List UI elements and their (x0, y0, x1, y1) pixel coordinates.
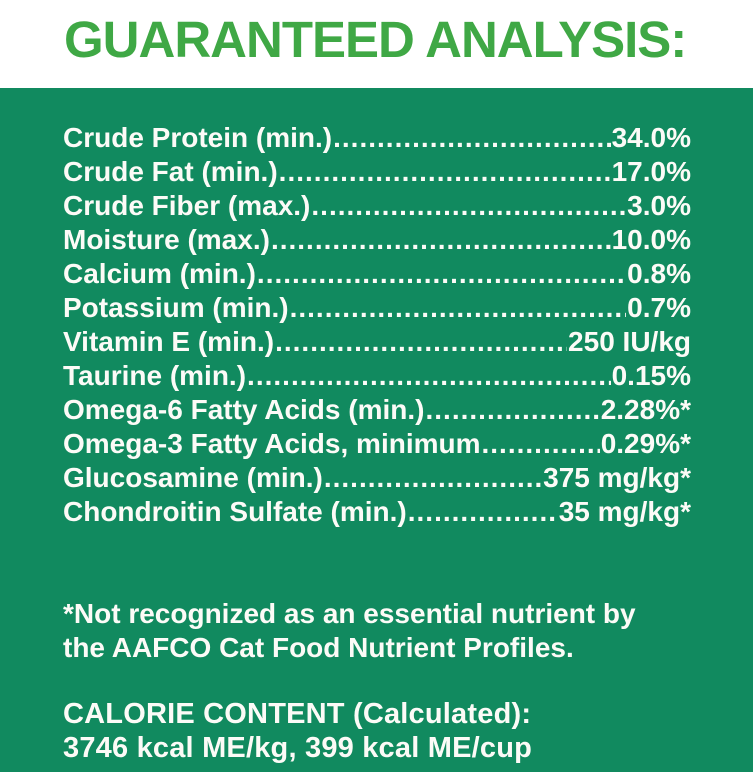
dot-leader: ........................................… (333, 122, 610, 153)
nutrient-value: 2.28%* (600, 394, 691, 425)
nutrient-value: 0.15% (611, 360, 691, 391)
analysis-row: Moisture (max.).........................… (63, 223, 691, 257)
analysis-row: Vitamin E (min.)........................… (63, 325, 691, 359)
nutrient-label: Vitamin E (min.) (63, 326, 275, 357)
nutrient-label: Crude Fat (min.) (63, 156, 278, 187)
calorie-content: CALORIE CONTENT (Calculated): 3746 kcal … (63, 697, 691, 765)
footnote-line: *Not recognized as an essential nutrient… (63, 598, 636, 629)
analysis-row: Crude Fat (min.)........................… (63, 155, 691, 189)
analysis-row: Omega-6 Fatty Acids (min.)..............… (63, 393, 691, 427)
dot-leader: ........................................… (256, 258, 626, 289)
nutrient-label: Moisture (max.) (63, 224, 270, 255)
nutrient-label: Crude Protein (min.) (63, 122, 333, 153)
nutrient-value: 34.0% (611, 122, 691, 153)
analysis-row: Crude Protein (min.)....................… (63, 121, 691, 155)
nutrient-label: Crude Fiber (max.) (63, 190, 311, 221)
nutrient-label: Chondroitin Sulfate (min.) (63, 496, 407, 527)
dot-leader: ........................................… (311, 190, 626, 221)
calorie-values: 3746 kcal ME/kg, 399 kcal ME/cup (63, 732, 533, 764)
nutrient-label: Omega-6 Fatty Acids (min.) (63, 394, 425, 425)
page-title: GUARANTEED ANALYSIS: (64, 10, 687, 68)
nutrient-value: 0.7% (627, 292, 691, 323)
nutrient-label: Glucosamine (min.) (63, 462, 323, 493)
nutrient-label: Potassium (min.) (63, 292, 289, 323)
analysis-row: Glucosamine (min.)......................… (63, 461, 691, 495)
aafco-footnote: *Not recognized as an essential nutrient… (63, 597, 691, 665)
dot-leader: ........................................… (275, 326, 567, 357)
nutrient-value: 3.0% (627, 190, 691, 221)
dot-leader: ........................................… (289, 292, 627, 323)
nutrient-value: 0.8% (627, 258, 691, 289)
dot-leader: ........................................… (247, 360, 611, 391)
dot-leader: ........................................… (425, 394, 600, 425)
analysis-row: Taurine (min.)..........................… (63, 359, 691, 393)
calorie-heading: CALORIE CONTENT (Calculated): (63, 698, 532, 730)
nutrient-value: 375 mg/kg* (543, 462, 691, 493)
label-header: GUARANTEED ANALYSIS: (0, 0, 753, 88)
nutrient-value: 35 mg/kg* (558, 496, 691, 527)
nutrient-value: 10.0% (611, 224, 691, 255)
analysis-row: Calcium (min.)..........................… (63, 257, 691, 291)
analysis-row: Chondroitin Sulfate (min.)..............… (63, 495, 691, 529)
dot-leader: ........................................… (323, 462, 542, 493)
dot-leader: ........................................… (481, 428, 600, 459)
dot-leader: ........................................… (278, 156, 611, 187)
dot-leader: ........................................… (407, 496, 558, 527)
analysis-panel: Crude Protein (min.)....................… (0, 88, 753, 772)
dot-leader: ........................................… (270, 224, 611, 255)
nutrient-label: Taurine (min.) (63, 360, 247, 391)
nutrient-value: 17.0% (611, 156, 691, 187)
nutrient-value: 250 IU/kg (568, 326, 691, 357)
analysis-row: Omega-3 Fatty Acids, minimum............… (63, 427, 691, 461)
analysis-rows: Crude Protein (min.)....................… (63, 121, 691, 529)
footnote-line: the AAFCO Cat Food Nutrient Profiles. (63, 632, 574, 663)
nutrient-label: Omega-3 Fatty Acids, minimum (63, 428, 481, 459)
analysis-row: Potassium (min.)........................… (63, 291, 691, 325)
nutrient-label: Calcium (min.) (63, 258, 256, 289)
nutrient-value: 0.29%* (600, 428, 691, 459)
analysis-row: Crude Fiber (max.)......................… (63, 189, 691, 223)
